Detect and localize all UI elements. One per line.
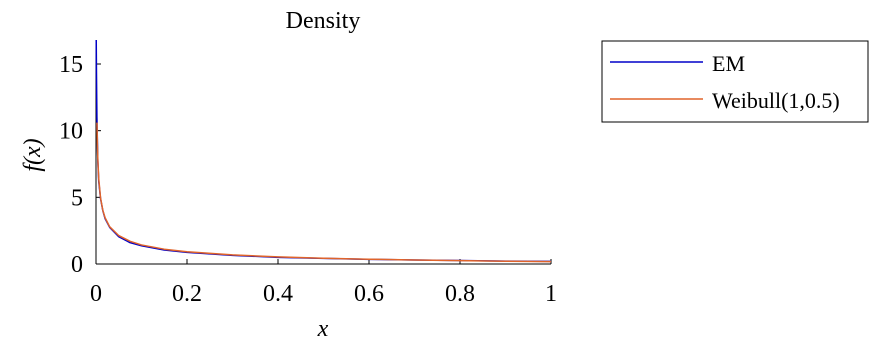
legend: EM Weibull(1,0.5) — [601, 40, 869, 123]
chart-title: Density — [286, 8, 361, 34]
legend-label-em: EM — [712, 51, 745, 76]
axes — [95, 40, 552, 265]
series-line-em — [95, 39, 552, 263]
x-tick-label: 0.6 — [354, 281, 384, 307]
series-layer — [95, 39, 552, 263]
y-axis-label: f(x) — [20, 138, 46, 171]
legend-label-weibull: Weibull(1,0.5) — [712, 88, 840, 113]
y-tick-label: 5 — [71, 185, 83, 211]
x-axis-label: x — [317, 316, 329, 342]
x-tick-label: 0.2 — [172, 281, 202, 307]
x-tick-label: 0 — [90, 281, 102, 307]
x-tick-label: 0.8 — [445, 281, 475, 307]
x-tick-label: 1 — [545, 281, 557, 307]
series-line-weibull — [96, 122, 552, 263]
x-tick-label: 0.4 — [263, 281, 293, 307]
y-tick-label: 0 — [71, 252, 83, 278]
y-tick-label: 15 — [59, 52, 83, 78]
legend-box — [601, 40, 869, 123]
y-tick-label: 10 — [59, 119, 83, 145]
